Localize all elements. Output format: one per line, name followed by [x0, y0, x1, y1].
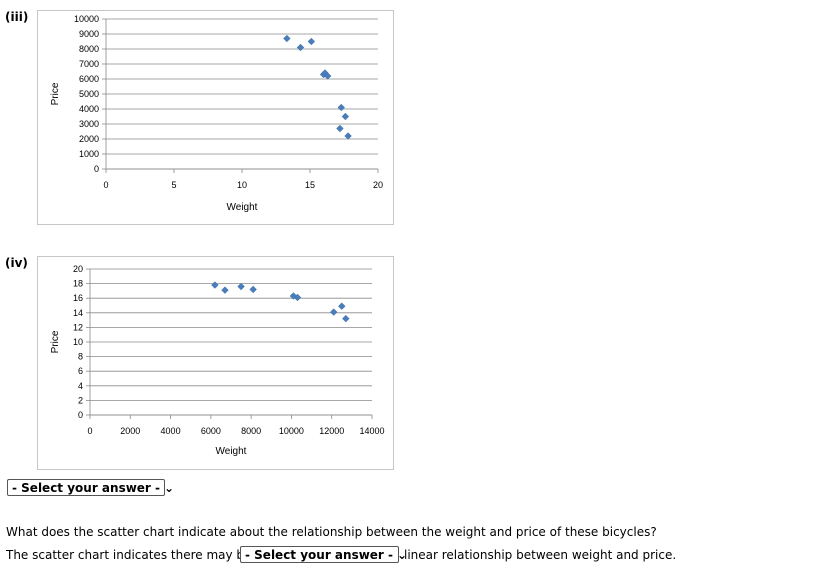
x-axis-title: Weight — [227, 202, 258, 213]
y-tick-label: 10000 — [74, 14, 99, 24]
relationship-select-value: - Select your answer - — [245, 548, 394, 562]
data-point — [221, 286, 229, 294]
relationship-select[interactable]: - Select your answer - ⌄ — [240, 546, 407, 563]
scatter-chart-iv-svg: 0 2 4 6 8 10 12 14 16 18 20 0 2000 4000 6000 8000 10000 1… — [50, 264, 385, 457]
y-tick-label: 6 — [78, 366, 83, 376]
y-tick-label: 0 — [78, 410, 83, 420]
y-tick-label: 1000 — [79, 149, 99, 159]
chevron-down-icon: ⌄ — [164, 481, 175, 495]
x-tick-label: 2000 — [120, 426, 140, 436]
y-tick-label: 16 — [73, 293, 83, 303]
x-tick-label: 14000 — [359, 426, 384, 436]
question-text: What does the scatter chart indicate abo… — [6, 525, 657, 539]
y-tick-label: 7000 — [79, 59, 99, 69]
data-point — [341, 112, 350, 121]
data-point — [237, 282, 245, 291]
y-tick-label: 4000 — [79, 104, 99, 114]
x-tick-label: 5 — [171, 180, 176, 190]
y-tick-label: 9000 — [79, 29, 99, 39]
x-tick-label: 0 — [103, 180, 108, 190]
x-tick-label: 10 — [237, 180, 247, 190]
data-point — [329, 308, 338, 316]
data-point — [323, 72, 332, 80]
data-point — [293, 293, 302, 302]
y-tick-label: 4 — [78, 381, 83, 391]
x-tick-label: 12000 — [319, 426, 344, 436]
y-tick-label: 2 — [78, 395, 83, 405]
data-point — [296, 43, 305, 52]
data-point — [283, 34, 291, 43]
y-tick-label: 10 — [73, 337, 83, 347]
x-axis-title: Weight — [216, 446, 247, 457]
part-label-iv: (iv) — [5, 256, 28, 270]
answer-select-value: - Select your answer - — [12, 481, 161, 495]
data-point — [249, 285, 257, 294]
y-tick-label: 0 — [94, 164, 99, 174]
y-tick-label: 8000 — [79, 44, 99, 54]
chevron-down-icon: ⌄ — [397, 548, 408, 562]
data-point — [336, 124, 344, 133]
data-point — [307, 37, 316, 46]
y-axis-title: Price — [50, 82, 61, 105]
x-tick-label: 8000 — [241, 426, 261, 436]
y-axis-title: Price — [50, 330, 61, 353]
y-tick-label: 2000 — [79, 134, 99, 144]
y-tick-label: 20 — [73, 264, 83, 274]
scatter-chart-iii: 0 1000 2000 3000 4000 5000 6000 7000 8000 9000 100… — [37, 10, 394, 225]
sentence-before: The scatter chart indicates there may be… — [6, 548, 263, 562]
sentence-after: linear relationship between weight and p… — [404, 548, 677, 562]
y-tick-label: 6000 — [79, 74, 99, 84]
y-tick-label: 12 — [73, 322, 83, 332]
x-tick-label: 4000 — [161, 426, 181, 436]
data-point — [342, 314, 350, 323]
y-tick-label: 14 — [73, 308, 83, 318]
data-point — [337, 103, 346, 112]
part-label-iii: (iii) — [5, 10, 29, 24]
data-point — [211, 281, 219, 289]
y-tick-label: 8 — [78, 352, 83, 362]
answer-select[interactable]: - Select your answer - ⌄ — [7, 479, 174, 496]
x-tick-label: 10000 — [279, 426, 304, 436]
data-point — [344, 132, 352, 140]
data-point — [338, 302, 346, 310]
y-tick-label: 5000 — [79, 89, 99, 99]
x-tick-label: 20 — [373, 180, 383, 190]
y-tick-label: 3000 — [79, 119, 99, 129]
scatter-chart-iii-svg: 0100020003000400050006000700080009000100… — [50, 14, 383, 213]
x-tick-label: 15 — [305, 180, 315, 190]
x-tick-label: 0 — [87, 426, 92, 436]
x-tick-label: 6000 — [201, 426, 221, 436]
scatter-chart-iv: 0 2 4 6 8 10 12 14 16 18 20 0 2000 4000 6000 8000 10000 1… — [37, 256, 394, 470]
y-tick-label: 18 — [73, 279, 83, 289]
